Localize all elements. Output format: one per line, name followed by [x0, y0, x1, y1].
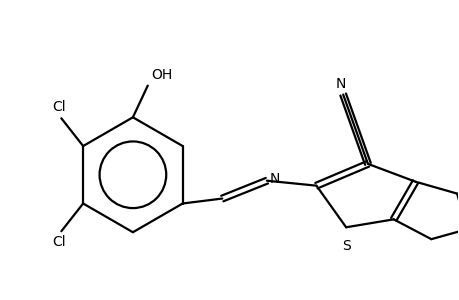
Text: N: N: [269, 172, 280, 186]
Text: Cl: Cl: [52, 235, 66, 249]
Text: S: S: [341, 239, 350, 253]
Text: N: N: [335, 76, 346, 91]
Text: OH: OH: [151, 68, 172, 82]
Text: Cl: Cl: [52, 100, 66, 114]
